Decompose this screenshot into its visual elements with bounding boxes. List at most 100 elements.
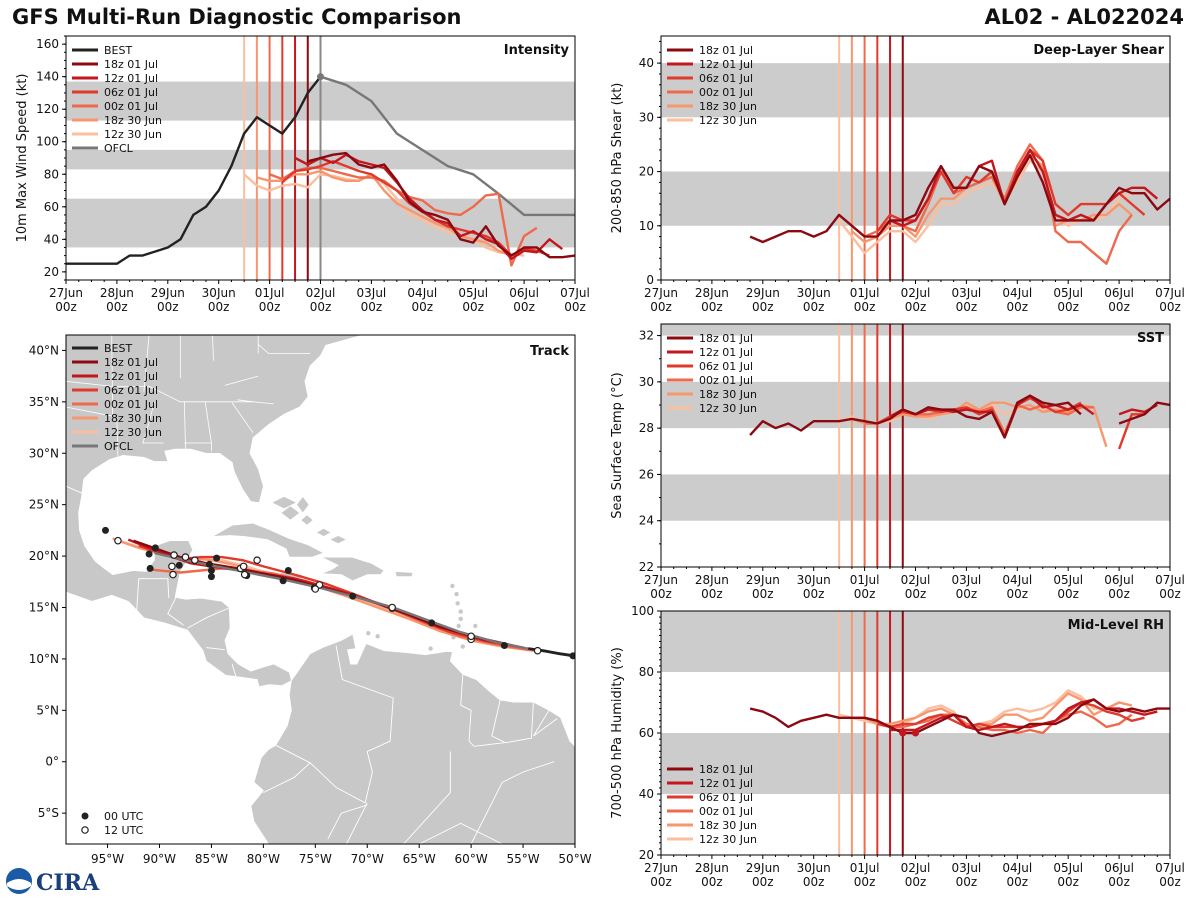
x-tick-label-day: 02Jul — [306, 286, 336, 300]
land-island — [473, 623, 478, 629]
y-tick-label: 20 — [639, 165, 654, 179]
land-island — [460, 644, 466, 649]
x-tick-label: 80°W — [247, 852, 280, 866]
series-group — [749, 143, 1170, 265]
y-tick-label: 60 — [44, 200, 59, 214]
x-tick-label-day: 27Jun — [644, 861, 678, 875]
x-tick-label-day: 06Jul — [1104, 573, 1134, 587]
y-tick-label: 24 — [639, 514, 654, 528]
legend-label: 00z 01 Jul — [699, 86, 753, 99]
x-tick-label-day: 30Jun — [202, 286, 236, 300]
axes-frame — [65, 334, 576, 845]
series-line-run_00z_01Jul — [864, 710, 1133, 735]
country-border — [491, 699, 505, 743]
track-marker-12utc — [169, 570, 177, 579]
x-tick-label-day: 02Jul — [901, 861, 931, 875]
y-tick-label: 28 — [639, 421, 654, 435]
panel-track: 95°W 90°W 85°W 80°W 75°W 70°W 65°W 60°W 55°W 50°W… — [29, 334, 592, 866]
x-tick-label-day: 07Jul — [1155, 573, 1185, 587]
y-tick-label: 100 — [631, 604, 654, 618]
y-tick-label: 30 — [639, 375, 654, 389]
panel-intensity: 2040608010012014016027Jun00z28Jun00z29Ju… — [15, 35, 590, 314]
track-marker-00utc — [101, 526, 109, 534]
y-tick-label: 10°N — [29, 652, 59, 666]
legend-label: 12z 30 Jun — [699, 402, 757, 415]
y-tick-label: 160 — [36, 37, 59, 51]
x-tick-label: 75°W — [299, 852, 332, 866]
x-tick-label-hour: 00z — [854, 300, 876, 314]
y-tick-label: 35°N — [29, 395, 59, 409]
x-tick-label-hour: 00z — [752, 875, 774, 889]
panel-rh: 2040608010027Jun00z28Jun00z29Jun00z30Jun… — [610, 604, 1185, 889]
state-border — [237, 399, 274, 405]
land-island — [458, 609, 463, 614]
land-island — [458, 616, 463, 622]
track-marker-12utc — [311, 585, 320, 593]
shaded-band — [661, 171, 1170, 226]
country-border — [187, 607, 231, 629]
y-tick-label: 20°N — [29, 549, 59, 563]
x-tick-label-day: 05Jul — [1053, 286, 1083, 300]
shaded-band — [661, 611, 1170, 672]
legend-label: 18z 30 Jun — [104, 114, 162, 127]
country-border — [66, 485, 85, 495]
x-tick-label-hour: 00z — [701, 875, 723, 889]
x-tick-label: 55°W — [506, 852, 539, 866]
x-tick-label-hour: 00z — [803, 875, 825, 889]
state-border — [224, 375, 259, 386]
y-tick-label: 5°S — [38, 806, 59, 820]
track-marker-00utc — [207, 573, 215, 581]
x-tick-label-hour: 00z — [905, 300, 927, 314]
legend-label: 18z 30 Jun — [699, 819, 757, 832]
series-line-OFCL — [320, 75, 575, 217]
legend-label: OFCL — [104, 440, 134, 453]
legend-label: 18z 01 Jul — [699, 332, 753, 345]
x-tick-label-day: 03Jul — [952, 573, 982, 587]
x-tick-label-day: 03Jul — [952, 861, 982, 875]
x-tick-label: 50°W — [558, 852, 591, 866]
track-marker-12utc — [533, 646, 542, 655]
x-tick-label-day: 29Jun — [746, 286, 780, 300]
x-tick-label-hour: 00z — [1159, 300, 1181, 314]
land-island — [428, 646, 433, 651]
x-tick-label-day: 29Jun — [151, 286, 185, 300]
track-marker-00utc — [213, 554, 221, 562]
y-tick-label: 60 — [639, 726, 654, 740]
x-tick-label-day: 01Jul — [850, 861, 880, 875]
y-tick-label: 40 — [44, 232, 59, 246]
state-border — [212, 335, 214, 361]
track-marker-12utc — [239, 562, 248, 571]
land-puerto-rico — [394, 571, 414, 577]
track-marker-00utc — [145, 550, 153, 558]
y-tick-label: 30 — [639, 110, 654, 124]
y-tick-label: 10 — [639, 219, 654, 233]
x-tick-label-day: 28Jun — [695, 573, 729, 587]
country-border — [263, 762, 311, 794]
legend-label: 18z 01 Jul — [699, 44, 753, 57]
x-tick-label-day: 06Jul — [1104, 286, 1134, 300]
legend-label: 06z 01 Jul — [104, 86, 158, 99]
x-tick-label-hour: 00z — [1108, 875, 1130, 889]
track-marker-00utc — [151, 544, 159, 552]
x-tick-label-hour: 00z — [650, 875, 672, 889]
legend-label: 00z 01 Jul — [699, 805, 753, 818]
x-tick-label-day: 04Jul — [1002, 861, 1032, 875]
x-tick-label-hour: 00z — [803, 587, 825, 601]
x-tick-label-day: 03Jul — [952, 286, 982, 300]
x-tick-label-day: 05Jul — [458, 286, 488, 300]
series-line-run_18z_01Jul — [307, 151, 575, 259]
legend-label: 06z 01 Jul — [104, 384, 158, 397]
track-marker-00utc — [279, 577, 287, 585]
track-marker-00utc — [569, 652, 575, 660]
x-tick-label: 95°W — [91, 852, 124, 866]
shaded-band — [661, 324, 1170, 336]
country-border — [403, 751, 451, 844]
series-line-run_18z_30Jun — [256, 169, 512, 257]
x-tick-label-hour: 00z — [956, 300, 978, 314]
x-tick-label-day: 30Jun — [797, 286, 831, 300]
x-tick-label-hour: 00z — [1057, 875, 1079, 889]
land-island — [366, 631, 371, 636]
x-tick-label: 60°W — [455, 852, 488, 866]
